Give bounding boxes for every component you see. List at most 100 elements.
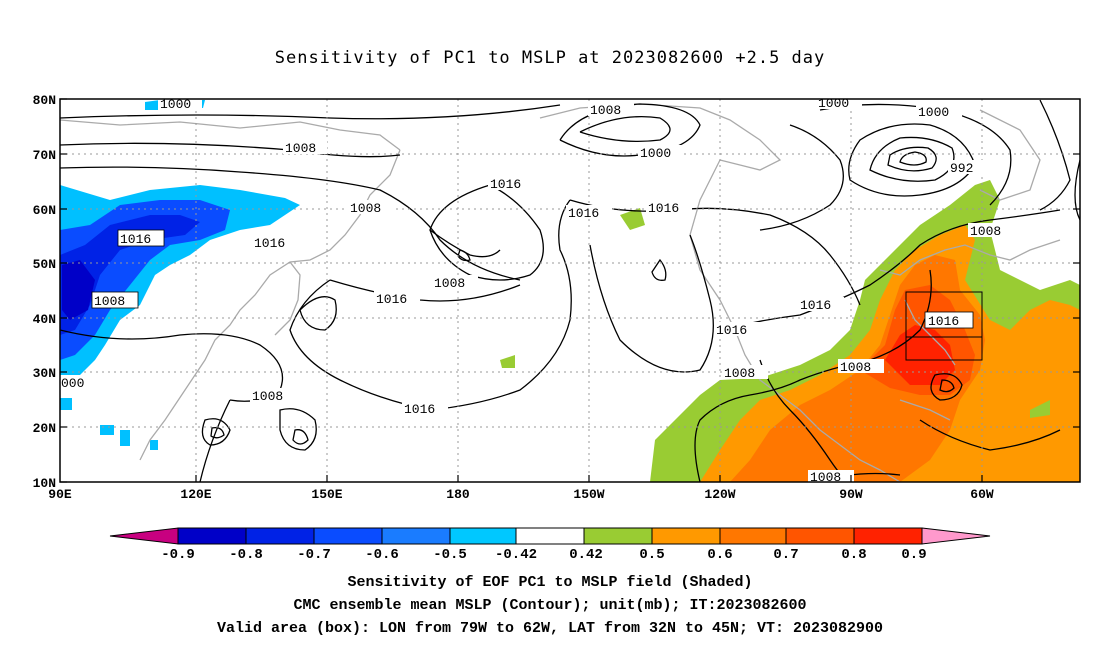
colorbar-segment — [785, 527, 855, 545]
caption-contour: CMC ensemble mean MSLP (Contour); unit(m… — [293, 597, 807, 614]
axis-ticks — [60, 98, 1080, 483]
contour-label: 1016 — [924, 311, 974, 329]
contour-label: 1008 — [968, 223, 1014, 239]
svg-text:1008: 1008 — [840, 360, 871, 375]
svg-text:1000: 1000 — [640, 146, 671, 161]
svg-text:1000: 1000 — [160, 97, 191, 112]
svg-text:1016: 1016 — [376, 292, 407, 307]
colorbar-segment — [515, 527, 585, 545]
colorbar-label: -0.7 — [297, 547, 331, 563]
lat-label: 60N — [33, 203, 56, 218]
svg-text:1008: 1008 — [590, 103, 621, 118]
colorbar-label: -0.6 — [365, 547, 399, 563]
colorbar-segment — [651, 527, 721, 545]
svg-text:1008: 1008 — [724, 366, 755, 381]
svg-text:1016: 1016 — [254, 236, 285, 251]
svg-text:1008: 1008 — [350, 201, 381, 216]
caption-valid-area: Valid area (box): LON from 79W to 62W, L… — [216, 620, 884, 637]
colorbar-max-arrow — [921, 527, 991, 545]
colorbar-segment — [177, 527, 247, 545]
svg-text:1016: 1016 — [716, 323, 747, 338]
svg-text:1008: 1008 — [252, 389, 283, 404]
contour-label: 1008 — [722, 365, 768, 381]
colorbar-segment — [719, 527, 787, 545]
map-frame — [59, 98, 1081, 483]
lon-label: 120W — [704, 487, 735, 502]
contour-label: 1008 — [348, 200, 392, 216]
contour-label: 1008 — [91, 291, 139, 309]
svg-text:1000: 1000 — [918, 105, 949, 120]
contour-label: 1000 — [916, 104, 962, 120]
contour-label: 1016 — [714, 322, 760, 338]
colorbar-label: 0.8 — [841, 547, 866, 563]
contour-label: 1000 — [638, 145, 684, 161]
lat-label: 70N — [33, 148, 56, 163]
colorbar — [109, 527, 991, 545]
colorbar-label: 0.7 — [773, 547, 798, 563]
lon-label: 150E — [311, 487, 342, 502]
contour-label: 1016 — [798, 297, 844, 313]
colorbar-label: 0.9 — [901, 547, 926, 563]
lat-label: 50N — [33, 257, 56, 272]
colorbar-label: -0.8 — [229, 547, 263, 563]
contour-label: 1008 — [432, 275, 478, 291]
contour-label: 1008 — [838, 359, 884, 375]
lon-label: 150W — [573, 487, 604, 502]
positive-sensitivity-shading — [500, 180, 1080, 482]
contour-label: 1016 — [566, 205, 612, 221]
colorbar-segment — [449, 527, 517, 545]
lat-label: 40N — [33, 312, 56, 327]
svg-text:1016: 1016 — [800, 298, 831, 313]
lat-label: 10N — [33, 476, 56, 491]
colorbar-label: 0.6 — [707, 547, 732, 563]
svg-text:1016: 1016 — [120, 232, 151, 247]
contour-label: 1008 — [250, 388, 296, 404]
svg-text:1008: 1008 — [94, 294, 125, 309]
svg-text:1008: 1008 — [434, 276, 465, 291]
lon-label: 120E — [180, 487, 211, 502]
svg-text:1008: 1008 — [970, 224, 1001, 239]
colorbar-segment — [245, 527, 315, 545]
lon-label: 90E — [48, 487, 72, 502]
svg-text:1016: 1016 — [404, 402, 435, 417]
lon-label: 180 — [446, 487, 470, 502]
valid-area-inner-box — [905, 291, 983, 338]
lon-label: 60W — [970, 487, 994, 502]
lat-label: 20N — [33, 421, 56, 436]
contour-label: 992 — [948, 160, 984, 176]
lon-label: 90W — [839, 487, 863, 502]
svg-text:1016: 1016 — [928, 314, 959, 329]
colorbar-label: -0.5 — [433, 547, 467, 563]
svg-text:1016: 1016 — [490, 177, 521, 192]
contour-label: 1008 — [588, 102, 634, 118]
lat-label: 30N — [33, 366, 56, 381]
graticule — [60, 99, 1080, 482]
contour-label: 1016 — [252, 235, 298, 251]
svg-text:1008: 1008 — [285, 141, 316, 156]
contour-label: 1016 — [488, 176, 534, 192]
colorbar-segment — [381, 527, 451, 545]
map-title: Sensitivity of PC1 to MSLP at 2023082600… — [274, 48, 826, 68]
colorbar-label: 0.5 — [639, 547, 664, 563]
contour-label: 1016 — [402, 401, 448, 417]
svg-text:1016: 1016 — [568, 206, 599, 221]
contour-label: 000 — [60, 375, 94, 391]
contour-label: 1008 — [283, 140, 327, 156]
svg-text:992: 992 — [950, 161, 973, 176]
latitude-labels: 80N 70N 60N 50N 40N 30N 20N 10N — [33, 93, 56, 491]
longitude-labels: 90E 120E 150E 180 150W 120W 90W 60W — [48, 487, 994, 502]
caption-shading: Sensitivity of EOF PC1 to MSLP field (Sh… — [347, 574, 753, 591]
svg-text:1016: 1016 — [648, 201, 679, 216]
colorbar-label: -0.9 — [161, 547, 195, 563]
contour-label: 1016 — [646, 200, 692, 216]
svg-text:000: 000 — [61, 376, 84, 391]
colorbar-label: 0.42 — [569, 547, 603, 563]
colorbar-labels: -0.9 -0.8 -0.7 -0.6 -0.5 -0.42 0.42 0.5 … — [161, 547, 926, 563]
colorbar-segment — [313, 527, 383, 545]
contour-label: 1016 — [374, 291, 420, 307]
lat-label: 80N — [33, 93, 56, 108]
colorbar-segment — [853, 527, 923, 545]
contour-label: 1016 — [117, 229, 165, 247]
colorbar-segment — [583, 527, 653, 545]
